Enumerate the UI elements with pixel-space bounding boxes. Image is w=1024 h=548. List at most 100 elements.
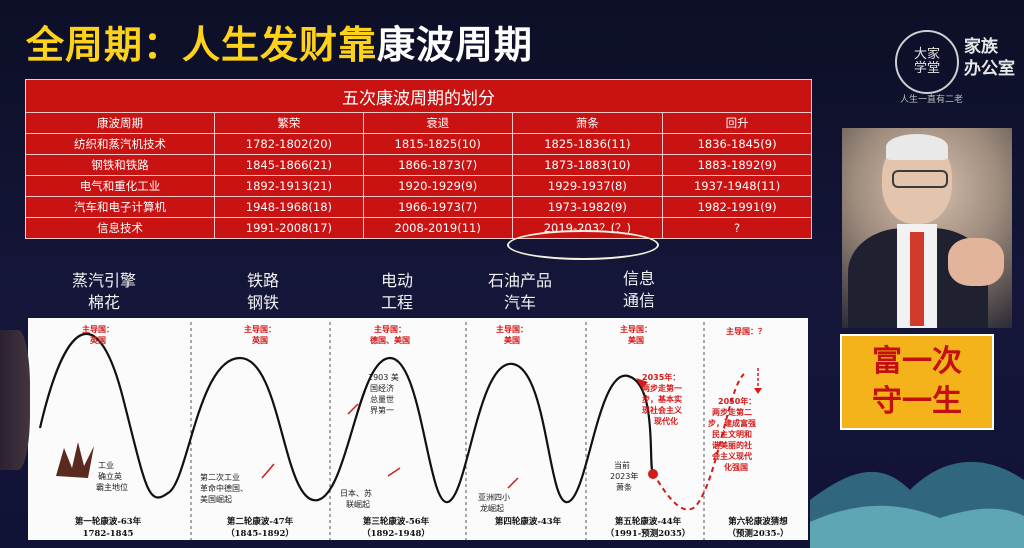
table-cell: 1883-1892(9) [662, 154, 812, 176]
note-line: 两步走第二 [712, 407, 752, 417]
tree-icon [56, 442, 94, 478]
table-row: 电气和重化工业 1892-1913(21) 1920-1929(9) 1929-… [25, 175, 812, 197]
wave-range: 1782-1845 [83, 529, 134, 539]
lead-country-labels: 主导国： 英国 主导国： 英国 主导国： 德国、美国 主导国： 美国 主导国： … [82, 324, 766, 345]
industry-line: 铁路 [247, 271, 280, 290]
table-caption-row: 五次康波周期的划分 [25, 79, 812, 113]
arrow-head-icon [636, 378, 648, 388]
lead-country: 美国 [628, 335, 644, 345]
arrow-head-icon [754, 388, 762, 394]
note-line: 联崛起 [346, 499, 370, 509]
table-cell: 1982-1991(9) [662, 196, 812, 218]
table-cell: 1836-1845(9) [662, 133, 812, 155]
motto-line-2: 守一生 [872, 384, 962, 419]
table-cell: ? [662, 217, 812, 239]
lead-country: 英国 [89, 335, 106, 345]
row-label: 信息技术 [25, 217, 215, 239]
title-highlight: 全周期：人生发财靠 [26, 23, 378, 67]
note-line: 美国崛起 [200, 494, 232, 504]
note-wave2: 第二次工业 革命中德国、 美国崛起 [200, 472, 248, 504]
industry-label-4: 石油产品 汽车 [488, 270, 552, 314]
header-recession: 衰退 [362, 112, 513, 134]
kondratiev-wave-diagram: 主导国： 英国 主导国： 英国 主导国： 德国、美国 主导国： 美国 主导国： … [28, 318, 808, 540]
note-line: 确立英 [98, 471, 122, 481]
table-cell: 1973-1982(9) [511, 196, 664, 218]
note-line: 1903 美 [368, 372, 399, 382]
table-cell: 1873-1883(10) [511, 154, 664, 176]
industry-label-1: 蒸汽引擎 棉花 [72, 270, 136, 314]
industry-line: 钢铁 [247, 293, 280, 312]
note-line: 2035年： [642, 372, 680, 382]
lead-label: 主导国： [82, 324, 114, 334]
current-position-dot [648, 469, 658, 479]
table-cell: 1991-2008(17) [214, 217, 364, 239]
note-line: 国经济 [370, 383, 394, 393]
note-line: 民主文明和 [712, 429, 752, 439]
lead-country: 美国 [504, 335, 520, 345]
note-line: 革命中德国、 [200, 483, 248, 493]
table-row: 信息技术 1991-2008(17) 2008-2019(11) 2019-20… [25, 217, 812, 239]
row-label: 汽车和电子计算机 [25, 196, 215, 218]
brand-subtitle: 人生一直有二老 [900, 95, 964, 105]
table-row: 汽车和电子计算机 1948-1968(18) 1966-1973(7) 1973… [25, 196, 812, 218]
speaker-photo [842, 128, 1012, 328]
note-wave4: 亚洲四小 龙崛起 [478, 493, 510, 513]
note-line: 化强国 [724, 462, 748, 472]
note-line: 步，基本实 [642, 394, 682, 404]
note-line: 步，建成富强 [708, 418, 756, 428]
note-line: 现代化 [654, 416, 678, 426]
slide-title: 全周期：人生发财靠康波周期 [26, 14, 533, 69]
lead-label: 主导国： [244, 324, 276, 334]
note-line: 总量世 [370, 394, 394, 404]
table-row: 钢铁和铁路 1845-1866(21) 1866-1873(7) 1873-18… [25, 154, 812, 176]
note-line: 两步走第一 [642, 383, 682, 393]
industry-line: 信息 [623, 269, 656, 288]
wave-range: （预测2035-） [727, 528, 788, 539]
wave-range: （1892-1948） [362, 528, 430, 539]
title-rest: 康波周期 [377, 23, 534, 67]
table-cell: 1782-1802(20) [214, 133, 364, 155]
motto-line-1: 富一次 [872, 344, 962, 379]
note-line: 亚洲四小 [478, 493, 510, 502]
note-line: 萧条 [616, 482, 632, 492]
industry-label-3: 电动 工程 [381, 270, 413, 314]
table-cell: 1929-1937(8) [511, 175, 664, 197]
photo-hand [948, 238, 1004, 286]
arrow-line [507, 477, 519, 489]
wave-curve [38, 332, 655, 504]
industry-line: 通信 [623, 291, 656, 310]
note-line: 界第一 [370, 405, 394, 415]
header-recovery: 回升 [662, 112, 812, 134]
table-cell: 1920-1929(9) [362, 175, 513, 197]
industry-line: 棉花 [88, 293, 121, 312]
note-line: 工业 [98, 460, 114, 470]
note-line: 当前 [614, 460, 630, 470]
arrow-line [347, 403, 359, 415]
wave-name: 第二轮康波-47年 [227, 516, 294, 527]
photo-hair [886, 134, 948, 160]
note-wave5-current: 当前 2023年 萧条 [610, 460, 638, 492]
table-cell: 1892-1913(21) [214, 175, 364, 197]
wave-name: 第三轮康波-56年 [363, 516, 430, 527]
mountain-shape [810, 505, 1024, 548]
photo-glasses [892, 170, 948, 188]
wave-dividers [190, 322, 705, 540]
header-prosperity: 繁荣 [214, 112, 364, 134]
note-wave3-bottom: 日本、苏 联崛起 [340, 488, 372, 509]
wave-name-labels: 第一轮康波-63年 1782-1845 第二轮康波-47年 （1845-1892… [75, 516, 789, 539]
table-cell: 1815-1825(10) [362, 133, 513, 155]
note-line: 霸主地位 [96, 482, 128, 492]
motto-box: 富一次 守一生 [840, 334, 994, 430]
arrow-line [387, 467, 401, 477]
industry-line: 汽车 [504, 293, 537, 312]
table-cell: 2008-2019(11) [362, 217, 513, 239]
brand-seal-logo: 大家 学堂 [895, 30, 959, 94]
tree-illustration [56, 442, 94, 478]
wave-name: 第五轮康波-44年 [615, 516, 682, 527]
table-cell: 1825-1836(11) [511, 133, 664, 155]
table-cell: 1937-1948(11) [662, 175, 812, 197]
lead-country: 德国、美国 [370, 335, 410, 345]
table-header-row: 康波周期 繁荣 衰退 萧条 回升 [25, 112, 812, 134]
lead-label: 主导国： [374, 324, 406, 334]
lead-label: 主导国：？ [726, 326, 766, 336]
